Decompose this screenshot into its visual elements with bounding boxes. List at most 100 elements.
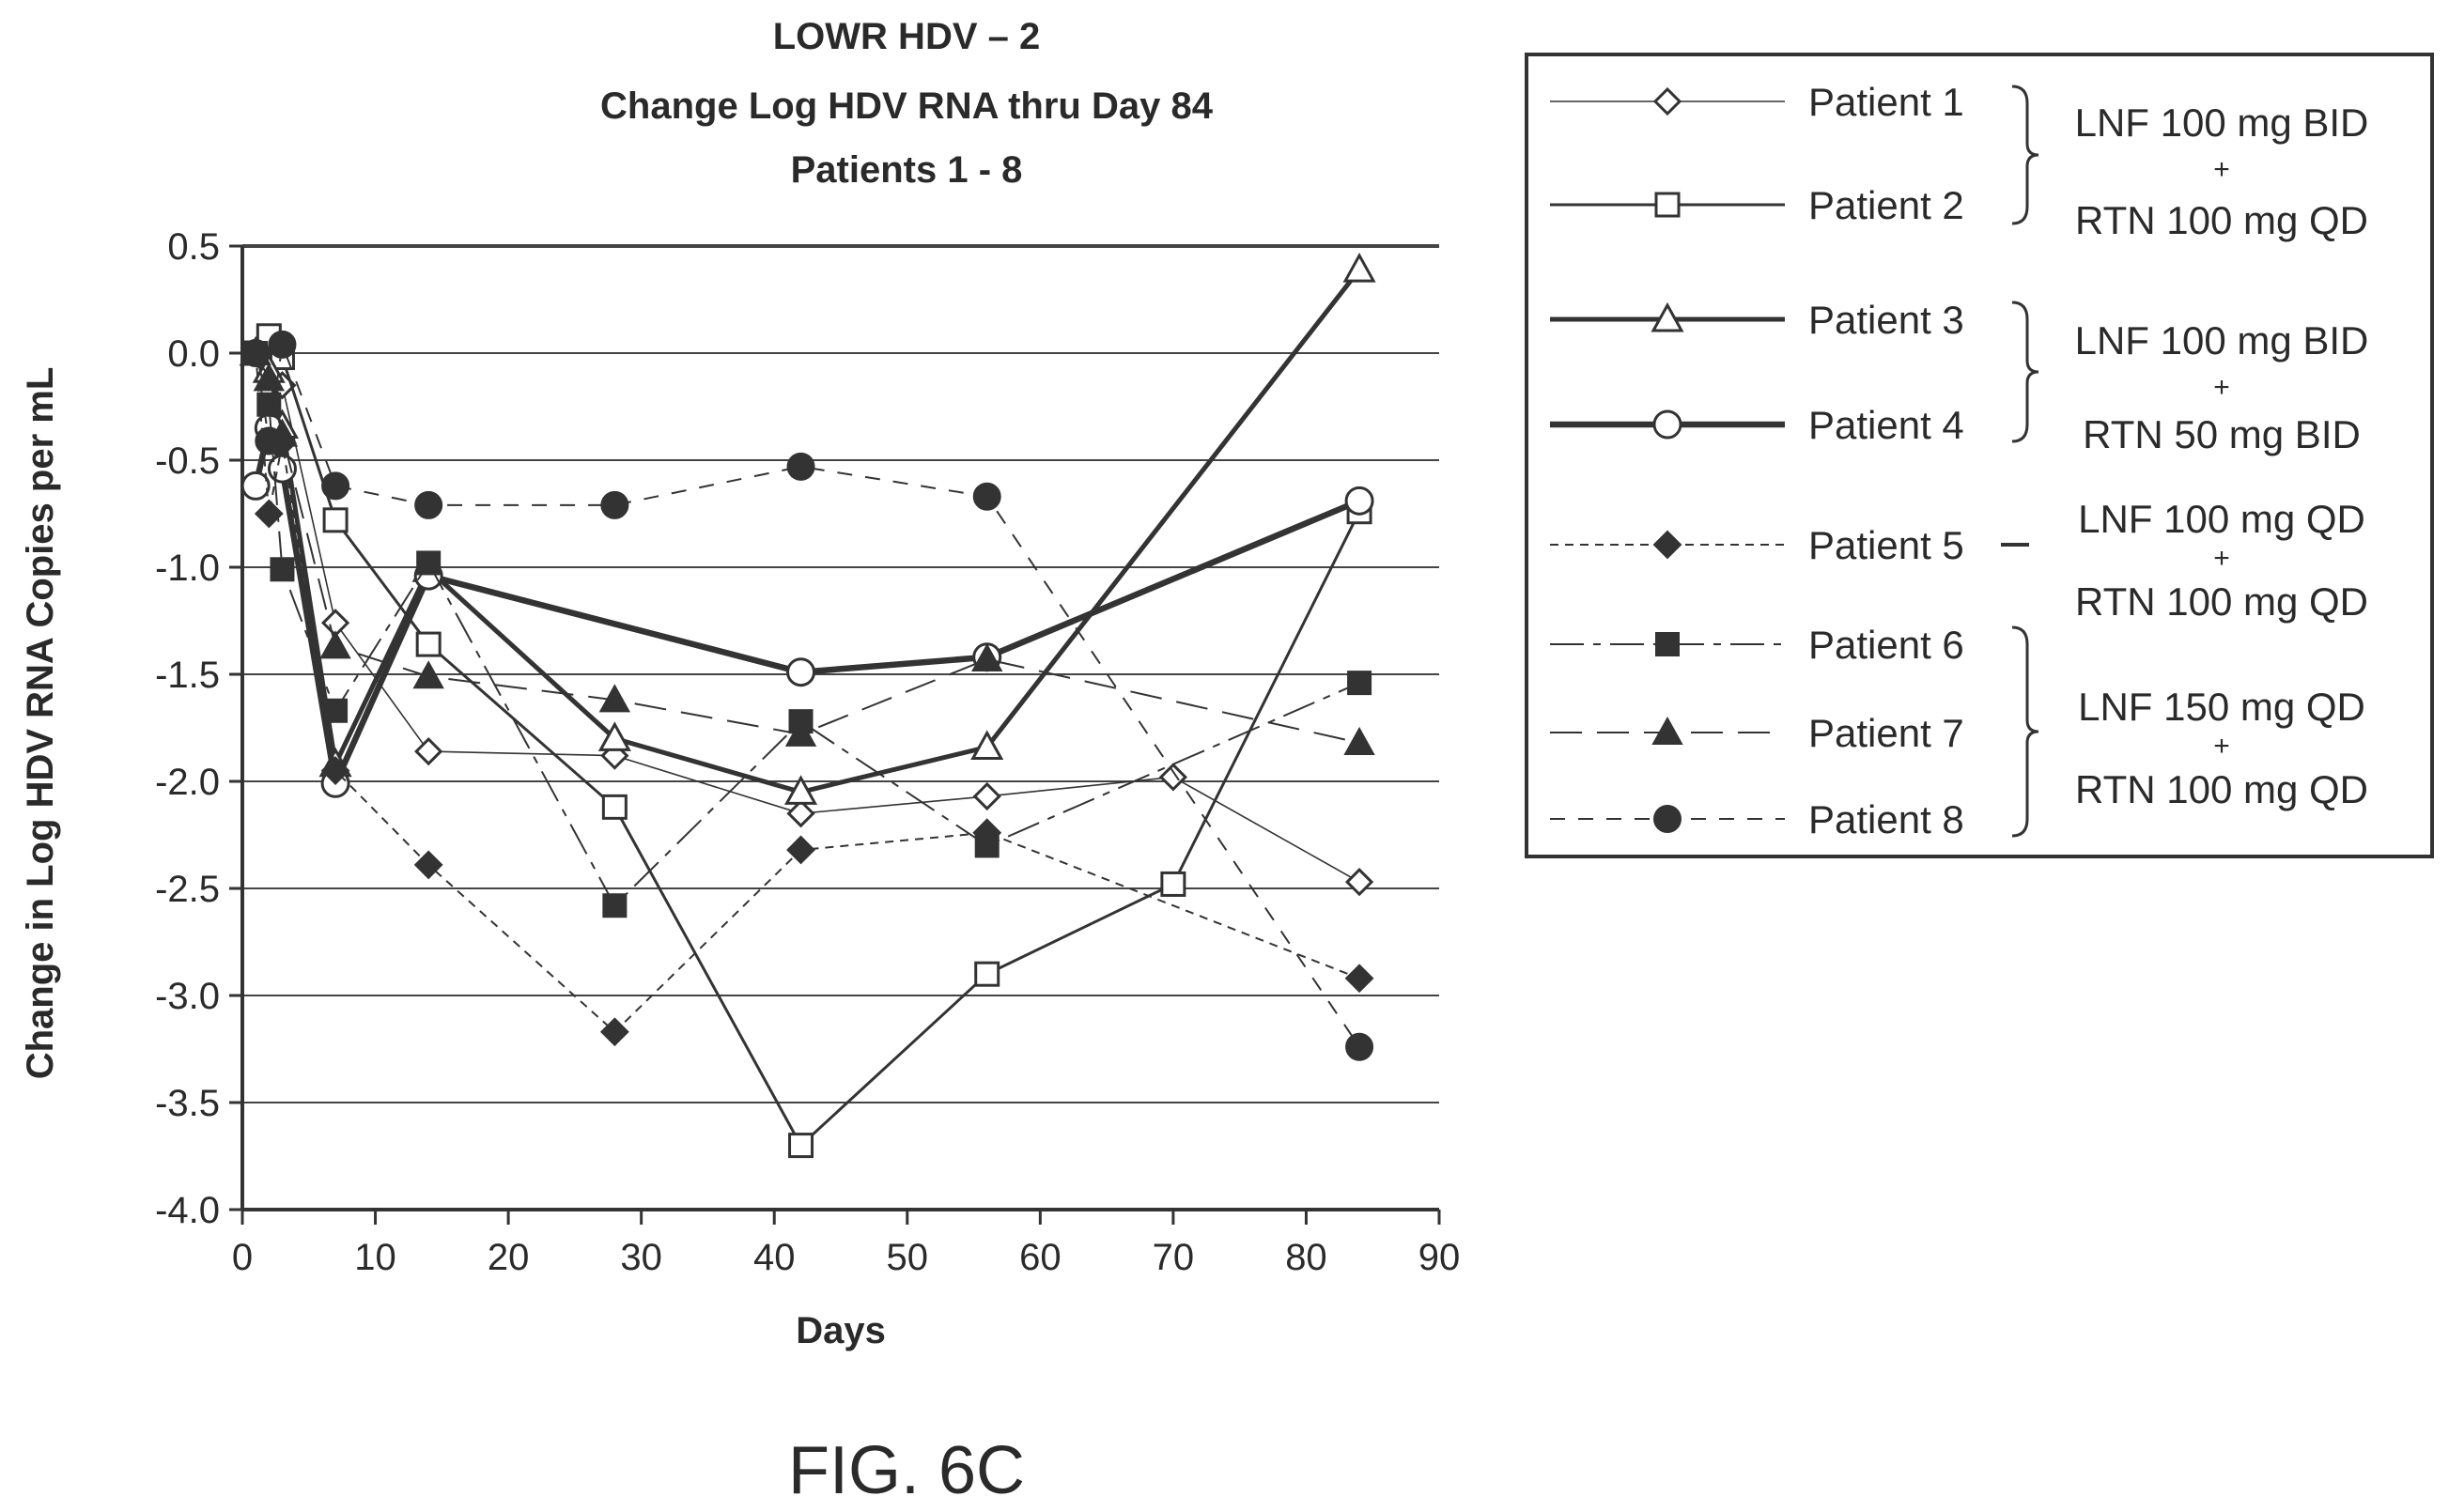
legend-marker [1653, 805, 1682, 833]
legend-regimen-plus: + [2213, 372, 2230, 403]
data-point-patient-6 [323, 698, 349, 723]
y-tick-label: -2.0 [155, 762, 220, 803]
data-point-patient-6 [416, 550, 442, 576]
legend-regimen-line-1: LNF 100 mg QD [2078, 497, 2365, 541]
series-patient-6 [243, 341, 1372, 918]
gridlines [242, 244, 1439, 1211]
legend: Patient 1 Patient 2 Patient 3 Patient 4 Pati… [1525, 53, 2434, 858]
legend-group-1: LNF 100 mg BID + RTN 100 mg QD [2011, 85, 2369, 242]
data-point-patient-8 [321, 471, 350, 501]
legend-label: Patient 8 [1808, 797, 1964, 841]
y-tick-label: -1.0 [155, 548, 220, 589]
series-line-patient-6 [255, 352, 1360, 907]
x-tick-label: 70 [1153, 1237, 1195, 1278]
data-point-patient-5 [1344, 964, 1374, 994]
data-point-patient-4 [1344, 486, 1374, 516]
data-point-patient-5 [413, 850, 443, 880]
data-point-patient-2 [1160, 871, 1186, 897]
y-tick-label: -0.5 [155, 440, 220, 482]
x-tick-label: 50 [887, 1237, 929, 1278]
legend-label: Patient 2 [1808, 183, 1964, 227]
data-point-patient-7 [1343, 726, 1375, 755]
legend-marker [1651, 716, 1683, 745]
data-point-patient-1 [1158, 763, 1188, 792]
legend-regimen-line-1: LNF 100 mg BID [2075, 100, 2369, 145]
data-point-patient-7 [971, 642, 1003, 672]
legend-label: Patient 6 [1808, 623, 1964, 667]
legend-regimen-line-1: LNF 150 mg QD [2078, 685, 2365, 729]
legend-regimen-plus: + [2213, 731, 2230, 762]
x-tick-label: 40 [753, 1237, 796, 1278]
legend-marker [1654, 192, 1681, 218]
data-point-patient-2 [788, 1133, 814, 1159]
legend-items: Patient 1 Patient 2 Patient 3 Patient 4 Pati… [1550, 80, 1964, 841]
data-point-patient-6 [270, 557, 295, 582]
data-point-patient-4 [786, 657, 816, 687]
legend-item-patient-7: Patient 7 [1550, 711, 1964, 755]
legend-regimen-line-2: RTN 100 mg QD [2075, 198, 2368, 242]
y-tick-label: 0.0 [167, 333, 220, 375]
data-point-patient-1 [414, 736, 443, 766]
data-point-patient-8 [241, 339, 271, 367]
legend-label: Patient 3 [1808, 298, 1964, 342]
y-tick-label: -3.5 [155, 1083, 220, 1124]
chart-title-line-2: Change Log HDV RNA thru Day 84 [600, 85, 1214, 127]
x-tick-label: 90 [1418, 1237, 1461, 1278]
y-tick-label: -3.0 [155, 976, 220, 1017]
legend-item-patient-1: Patient 1 [1550, 80, 1964, 124]
legend-regimen-line-2: RTN 100 mg QD [2075, 767, 2368, 811]
data-point-patient-3 [597, 721, 631, 751]
legend-marker [1652, 530, 1682, 560]
legend-item-patient-8: Patient 8 [1550, 797, 1964, 841]
series-patient-7 [240, 336, 1375, 755]
data-point-patient-6 [1347, 671, 1372, 696]
data-point-patient-5 [254, 499, 284, 529]
legend-group-4: LNF 150 mg QD+ RTN 100 mg QD [2011, 625, 2368, 838]
x-axis-title: Days [796, 1310, 886, 1351]
y-tick-label: -1.5 [155, 655, 220, 696]
legend-regimen-line-1: LNF 100 mg BID [2075, 318, 2369, 363]
legend-item-patient-3: Patient 3 [1550, 298, 1964, 342]
data-point-patient-3 [783, 775, 818, 805]
series-patient-5 [240, 338, 1374, 1047]
data-point-patient-5 [599, 1017, 629, 1047]
legend-item-patient-5: Patient 5 [1550, 523, 1964, 567]
data-point-patient-7 [598, 684, 631, 713]
x-tick-label: 0 [232, 1237, 253, 1278]
legend-brace [2011, 625, 2039, 838]
legend-brace [2011, 85, 2039, 225]
data-series [239, 252, 1376, 1159]
data-point-patient-8 [786, 452, 815, 481]
data-point-patient-8 [268, 330, 297, 359]
data-point-patient-8 [1345, 1032, 1374, 1061]
data-point-patient-3 [1342, 252, 1376, 283]
series-line-patient-8 [255, 343, 1360, 1048]
x-tick-label: 80 [1285, 1237, 1327, 1278]
data-point-patient-6 [974, 833, 1000, 858]
data-point-patient-8 [972, 482, 1001, 511]
legend-group-3: LNF 100 mg QD+ RTN 100 mg QD [2001, 497, 2368, 624]
y-axis-title: Change in Log HDV RNA Copies per mL [20, 367, 61, 1080]
data-point-patient-7 [319, 630, 351, 659]
data-point-patient-2 [415, 631, 442, 657]
y-tick-label: -2.5 [155, 869, 220, 910]
data-point-patient-1 [786, 799, 815, 828]
chart-title-line-1: LOWR HDV – 2 [773, 16, 1040, 57]
axes [229, 244, 1441, 1225]
y-tick-label: 0.5 [167, 226, 220, 268]
legend-item-patient-2: Patient 2 [1550, 183, 1964, 227]
x-tick-label: 60 [1019, 1237, 1062, 1278]
x-tick-labels: 0 10 20 30 40 50 60 70 80 90 [232, 1237, 1460, 1278]
legend-brace [2011, 301, 2039, 443]
x-tick-label: 30 [620, 1237, 662, 1278]
data-point-patient-1 [972, 781, 1001, 811]
legend-marker [1652, 86, 1682, 116]
data-point-patient-8 [600, 490, 629, 519]
data-point-patient-6 [602, 893, 628, 918]
data-point-patient-8 [255, 426, 284, 455]
data-point-patient-1 [1344, 868, 1374, 897]
legend-regimen-plus: + [2213, 543, 2230, 574]
legend-label: Patient 1 [1808, 80, 1964, 124]
